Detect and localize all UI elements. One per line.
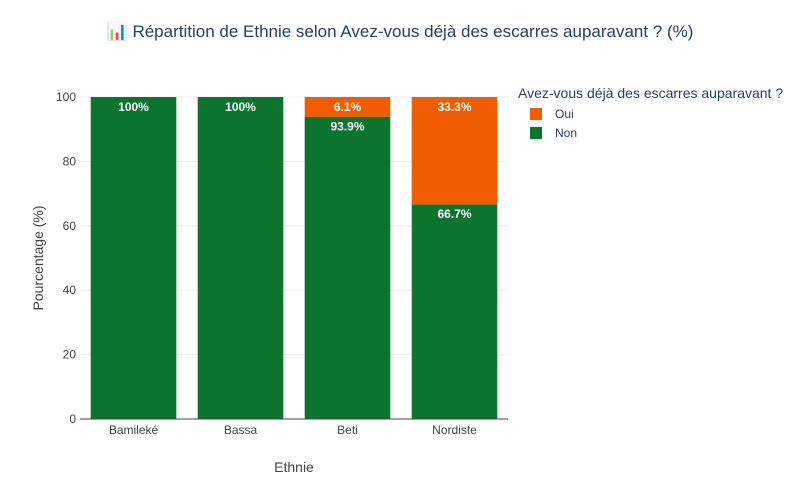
legend-items: Oui Non bbox=[530, 107, 577, 140]
data-label: 6.1% bbox=[334, 100, 362, 114]
bar-non-3 bbox=[304, 116, 391, 419]
data-label: 66.7% bbox=[437, 207, 471, 221]
data-label: 33.3% bbox=[437, 100, 471, 114]
x-tick-label: Beti bbox=[337, 423, 358, 437]
legend-swatch-non bbox=[530, 127, 542, 139]
legend-label-oui: Oui bbox=[555, 107, 574, 121]
bar-non-4 bbox=[411, 204, 498, 419]
chart-title: 📊 Répartition de Ethnie selon Avez-vous … bbox=[0, 22, 800, 42]
y-tick-label: 100 bbox=[56, 90, 76, 104]
legend-label-non: Non bbox=[555, 126, 577, 140]
bars-layer bbox=[90, 97, 498, 419]
bar-oui-4 bbox=[411, 97, 498, 205]
legend-title: Avez-vous déjà des escarres auparavant ? bbox=[518, 85, 783, 101]
bar-non-1 bbox=[90, 97, 177, 419]
bar-non-2 bbox=[197, 97, 284, 419]
data-label: 93.9% bbox=[330, 120, 364, 134]
legend-swatch-oui bbox=[530, 108, 542, 120]
x-tick-label: Bassa bbox=[224, 423, 258, 437]
data-label: 100% bbox=[225, 100, 256, 114]
bar-oui-3 bbox=[304, 97, 391, 117]
y-tick-label: 40 bbox=[63, 283, 77, 297]
legend: Avez-vous déjà des escarres auparavant ?… bbox=[518, 85, 783, 140]
y-tick-label: 60 bbox=[63, 219, 77, 233]
data-label: 100% bbox=[118, 100, 149, 114]
x-tick-label: Bamileké bbox=[109, 423, 159, 437]
chart-title-text: Répartition de Ethnie selon Avez-vous dé… bbox=[132, 22, 694, 41]
axis-layer: 0 20 40 60 80 100 Bamileké Bassa Beti Nordiste bbox=[56, 90, 508, 437]
x-tick-label: Nordiste bbox=[432, 423, 477, 437]
y-tick-label: 80 bbox=[63, 154, 77, 168]
x-axis-title: Ethnie bbox=[274, 459, 314, 475]
y-tick-label: 20 bbox=[63, 348, 77, 362]
chart-title-icon: 📊 bbox=[106, 22, 128, 41]
y-axis-title: Pourcentage (%) bbox=[30, 205, 46, 310]
data-labels-layer: 100% 100% 93.9% 6.1% 66.7% 33.3% bbox=[118, 100, 472, 221]
y-tick-label: 0 bbox=[69, 412, 76, 426]
